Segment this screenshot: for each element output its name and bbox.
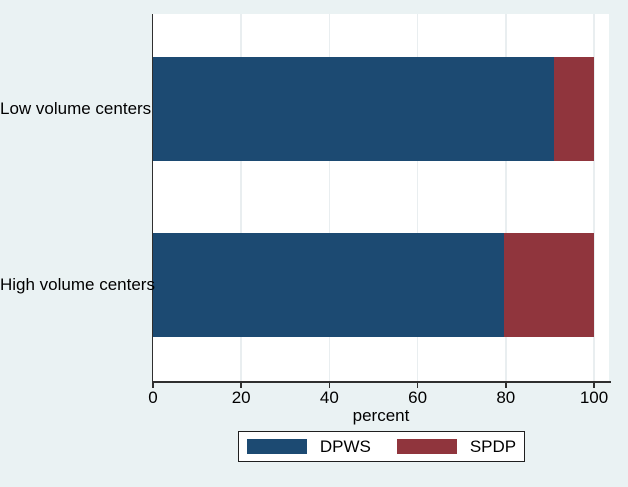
legend-swatch-dpws xyxy=(246,439,307,454)
gridline-80 xyxy=(505,14,507,381)
legend-label: SPDP xyxy=(469,437,517,456)
bar-row xyxy=(153,56,594,161)
legend: DPWS SPDP xyxy=(238,431,525,462)
x-tick-60 xyxy=(416,382,419,388)
bar-segment-dpws xyxy=(153,56,555,161)
legend-swatch-spdp xyxy=(396,439,457,454)
x-tick-20 xyxy=(240,382,242,388)
x-tick-0 xyxy=(152,382,154,388)
x-tick-100 xyxy=(593,382,595,388)
x-tick-label-100: 100 xyxy=(579,388,609,407)
gridline-100 xyxy=(593,14,595,381)
x-tick-label-40: 40 xyxy=(319,388,339,407)
x-tick-80 xyxy=(505,382,507,388)
bar-segment-spdp xyxy=(503,233,594,337)
bar-segment-spdp xyxy=(554,56,594,161)
x-tick-40 xyxy=(328,382,331,388)
x-tick-label-60: 60 xyxy=(408,388,428,407)
x-axis-line xyxy=(151,381,611,383)
x-axis-title: percent xyxy=(352,406,410,425)
gridline-40 xyxy=(328,14,331,381)
gridline-60 xyxy=(416,14,419,381)
legend-entry-spdp: SPDP xyxy=(396,437,517,456)
bar-segment-dpws xyxy=(153,233,504,337)
x-tick-label-20: 20 xyxy=(231,388,251,407)
legend-entry-dpws: DPWS xyxy=(246,437,371,456)
bar-row xyxy=(153,233,594,337)
y-axis-line xyxy=(151,14,153,383)
category-label: Low volume centers xyxy=(0,98,152,118)
plot-area xyxy=(153,14,609,381)
x-tick-label-80: 80 xyxy=(496,388,516,407)
legend-label: DPWS xyxy=(319,437,371,456)
category-label: High volume centers xyxy=(0,275,155,294)
x-tick-label-0: 0 xyxy=(148,388,158,407)
gridline-20 xyxy=(240,14,242,381)
